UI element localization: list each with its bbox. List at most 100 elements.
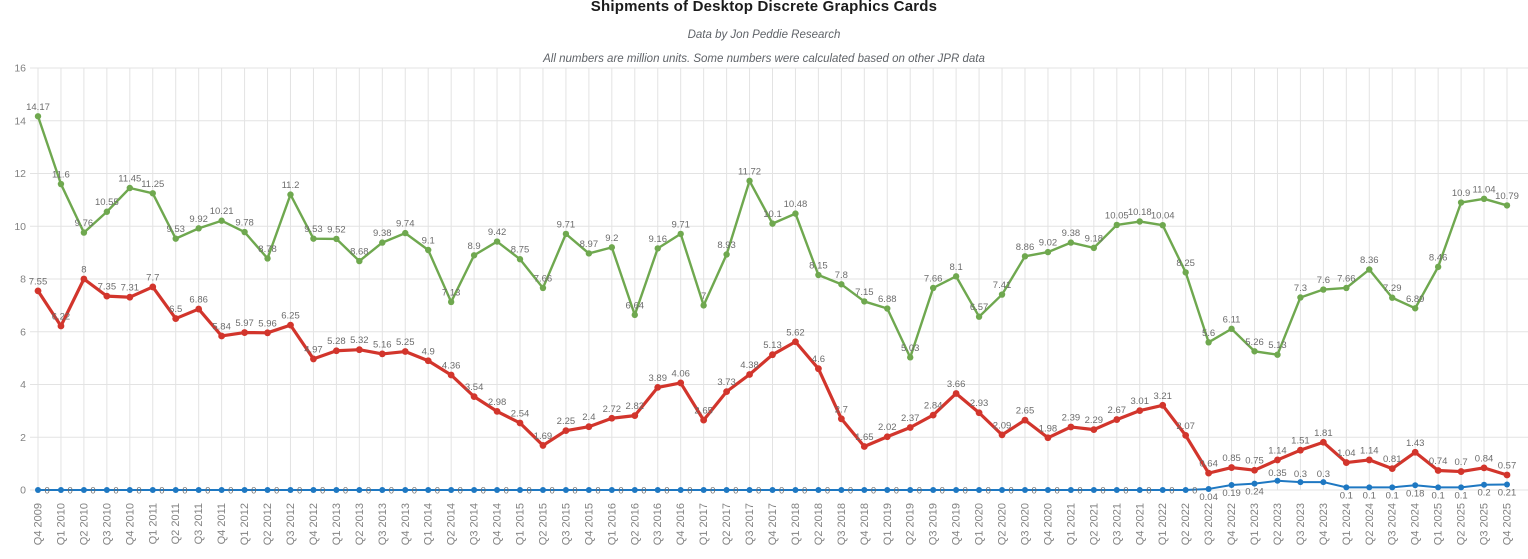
- svg-text:8.15: 8.15: [809, 261, 828, 272]
- svg-text:Q4 2016: Q4 2016: [675, 503, 687, 545]
- svg-text:9.78: 9.78: [235, 218, 254, 229]
- svg-text:Q1 2019: Q1 2019: [882, 503, 894, 545]
- svg-text:0: 0: [710, 486, 715, 497]
- svg-text:5.13: 5.13: [763, 340, 782, 351]
- svg-text:2.29: 2.29: [1085, 415, 1104, 426]
- svg-text:0: 0: [113, 486, 118, 497]
- svg-text:10: 10: [14, 221, 26, 233]
- svg-text:1.14: 1.14: [1268, 445, 1287, 456]
- svg-text:0: 0: [917, 486, 922, 497]
- svg-text:2.65: 2.65: [1016, 406, 1035, 417]
- svg-text:9.52: 9.52: [327, 224, 346, 235]
- svg-text:0: 0: [894, 486, 899, 497]
- svg-text:0: 0: [756, 486, 761, 497]
- svg-text:11.45: 11.45: [118, 174, 141, 185]
- svg-text:5.97: 5.97: [235, 318, 254, 329]
- svg-text:Q4 2020: Q4 2020: [1042, 503, 1054, 545]
- svg-text:11.2: 11.2: [282, 180, 300, 191]
- svg-text:Q3 2025: Q3 2025: [1479, 503, 1491, 545]
- svg-text:2.72: 2.72: [603, 404, 622, 415]
- svg-text:0: 0: [549, 486, 554, 497]
- svg-text:5.62: 5.62: [786, 327, 805, 338]
- svg-text:2.98: 2.98: [488, 397, 507, 408]
- svg-text:9.92: 9.92: [189, 214, 208, 225]
- svg-text:1.69: 1.69: [534, 431, 553, 442]
- svg-text:0: 0: [251, 486, 256, 497]
- svg-text:7.41: 7.41: [993, 280, 1012, 291]
- svg-text:2: 2: [20, 432, 26, 444]
- svg-text:1.14: 1.14: [1360, 445, 1379, 456]
- svg-text:0.84: 0.84: [1475, 453, 1494, 464]
- svg-text:Q2 2011: Q2 2011: [170, 503, 182, 544]
- svg-text:8.1: 8.1: [950, 262, 963, 273]
- svg-text:2.07: 2.07: [1176, 421, 1195, 432]
- chart-footnote: All numbers are million units. Some numb…: [543, 53, 985, 65]
- svg-text:6.11: 6.11: [1223, 314, 1241, 325]
- svg-text:9.53: 9.53: [304, 224, 323, 235]
- svg-text:0.18: 0.18: [1406, 488, 1425, 499]
- svg-text:9.76: 9.76: [75, 218, 94, 229]
- svg-text:0: 0: [45, 486, 50, 497]
- svg-text:7.15: 7.15: [855, 287, 874, 298]
- svg-text:10.21: 10.21: [210, 206, 234, 217]
- svg-text:10.48: 10.48: [784, 199, 808, 210]
- svg-text:Q3 2012: Q3 2012: [285, 503, 297, 545]
- svg-text:0: 0: [320, 486, 325, 497]
- svg-text:0: 0: [687, 486, 692, 497]
- svg-text:Q3 2013: Q3 2013: [377, 503, 389, 545]
- svg-text:Q3 2022: Q3 2022: [1203, 503, 1215, 545]
- svg-text:Q1 2025: Q1 2025: [1433, 503, 1445, 545]
- svg-text:Q2 2013: Q2 2013: [354, 503, 366, 545]
- svg-text:0.19: 0.19: [1222, 488, 1241, 499]
- svg-text:0: 0: [182, 486, 187, 497]
- svg-text:Q2 2016: Q2 2016: [629, 503, 641, 545]
- svg-text:Q1 2024: Q1 2024: [1341, 503, 1353, 545]
- svg-text:3.66: 3.66: [947, 379, 966, 390]
- svg-text:1.65: 1.65: [855, 432, 874, 443]
- svg-text:Q1 2014: Q1 2014: [423, 503, 435, 545]
- svg-text:0: 0: [389, 486, 394, 497]
- svg-text:9.42: 9.42: [488, 227, 507, 238]
- chart-subtitle: Data by Jon Peddie Research: [687, 29, 841, 41]
- svg-text:0.1: 0.1: [1340, 490, 1353, 501]
- svg-text:4.9: 4.9: [422, 346, 435, 357]
- svg-text:0.24: 0.24: [1245, 487, 1264, 498]
- svg-text:Q4 2023: Q4 2023: [1318, 503, 1330, 545]
- svg-text:9.2: 9.2: [605, 233, 618, 244]
- svg-text:4.38: 4.38: [740, 360, 759, 371]
- svg-text:Q1 2015: Q1 2015: [515, 503, 527, 545]
- svg-text:2.4: 2.4: [582, 412, 595, 423]
- svg-text:5.32: 5.32: [350, 335, 369, 346]
- svg-text:0: 0: [641, 486, 646, 497]
- svg-text:8.97: 8.97: [580, 239, 599, 250]
- svg-text:Q1 2010: Q1 2010: [55, 503, 67, 545]
- svg-text:0: 0: [1031, 486, 1036, 497]
- svg-text:Q2 2019: Q2 2019: [905, 503, 917, 545]
- svg-text:0: 0: [1054, 486, 1059, 497]
- svg-text:2.65: 2.65: [694, 406, 713, 417]
- svg-text:10.79: 10.79: [1495, 191, 1519, 202]
- svg-text:0: 0: [297, 486, 302, 497]
- svg-text:0.2: 0.2: [1477, 488, 1490, 499]
- svg-text:0.1: 0.1: [1432, 490, 1445, 501]
- svg-text:0.75: 0.75: [1245, 456, 1264, 467]
- svg-text:7.66: 7.66: [924, 273, 943, 284]
- svg-text:0: 0: [664, 486, 669, 497]
- svg-text:0: 0: [274, 486, 279, 497]
- svg-text:Q1 2022: Q1 2022: [1157, 503, 1169, 545]
- svg-text:Q2 2022: Q2 2022: [1180, 503, 1192, 545]
- svg-text:3.21: 3.21: [1153, 391, 1172, 402]
- svg-text:Q2 2018: Q2 2018: [813, 503, 825, 545]
- svg-text:7.31: 7.31: [121, 283, 140, 294]
- svg-text:6.5: 6.5: [169, 304, 182, 315]
- svg-text:0: 0: [802, 486, 807, 497]
- svg-text:Q1 2011: Q1 2011: [147, 503, 159, 544]
- svg-text:Q2 2024: Q2 2024: [1364, 503, 1376, 545]
- svg-text:11.6: 11.6: [52, 170, 70, 181]
- svg-text:5.6: 5.6: [1202, 328, 1215, 339]
- svg-text:8.36: 8.36: [1360, 255, 1379, 266]
- svg-text:1.04: 1.04: [1337, 448, 1356, 459]
- svg-text:Q4 2019: Q4 2019: [951, 503, 963, 545]
- svg-text:7.66: 7.66: [1337, 273, 1356, 284]
- svg-text:16: 16: [14, 63, 26, 75]
